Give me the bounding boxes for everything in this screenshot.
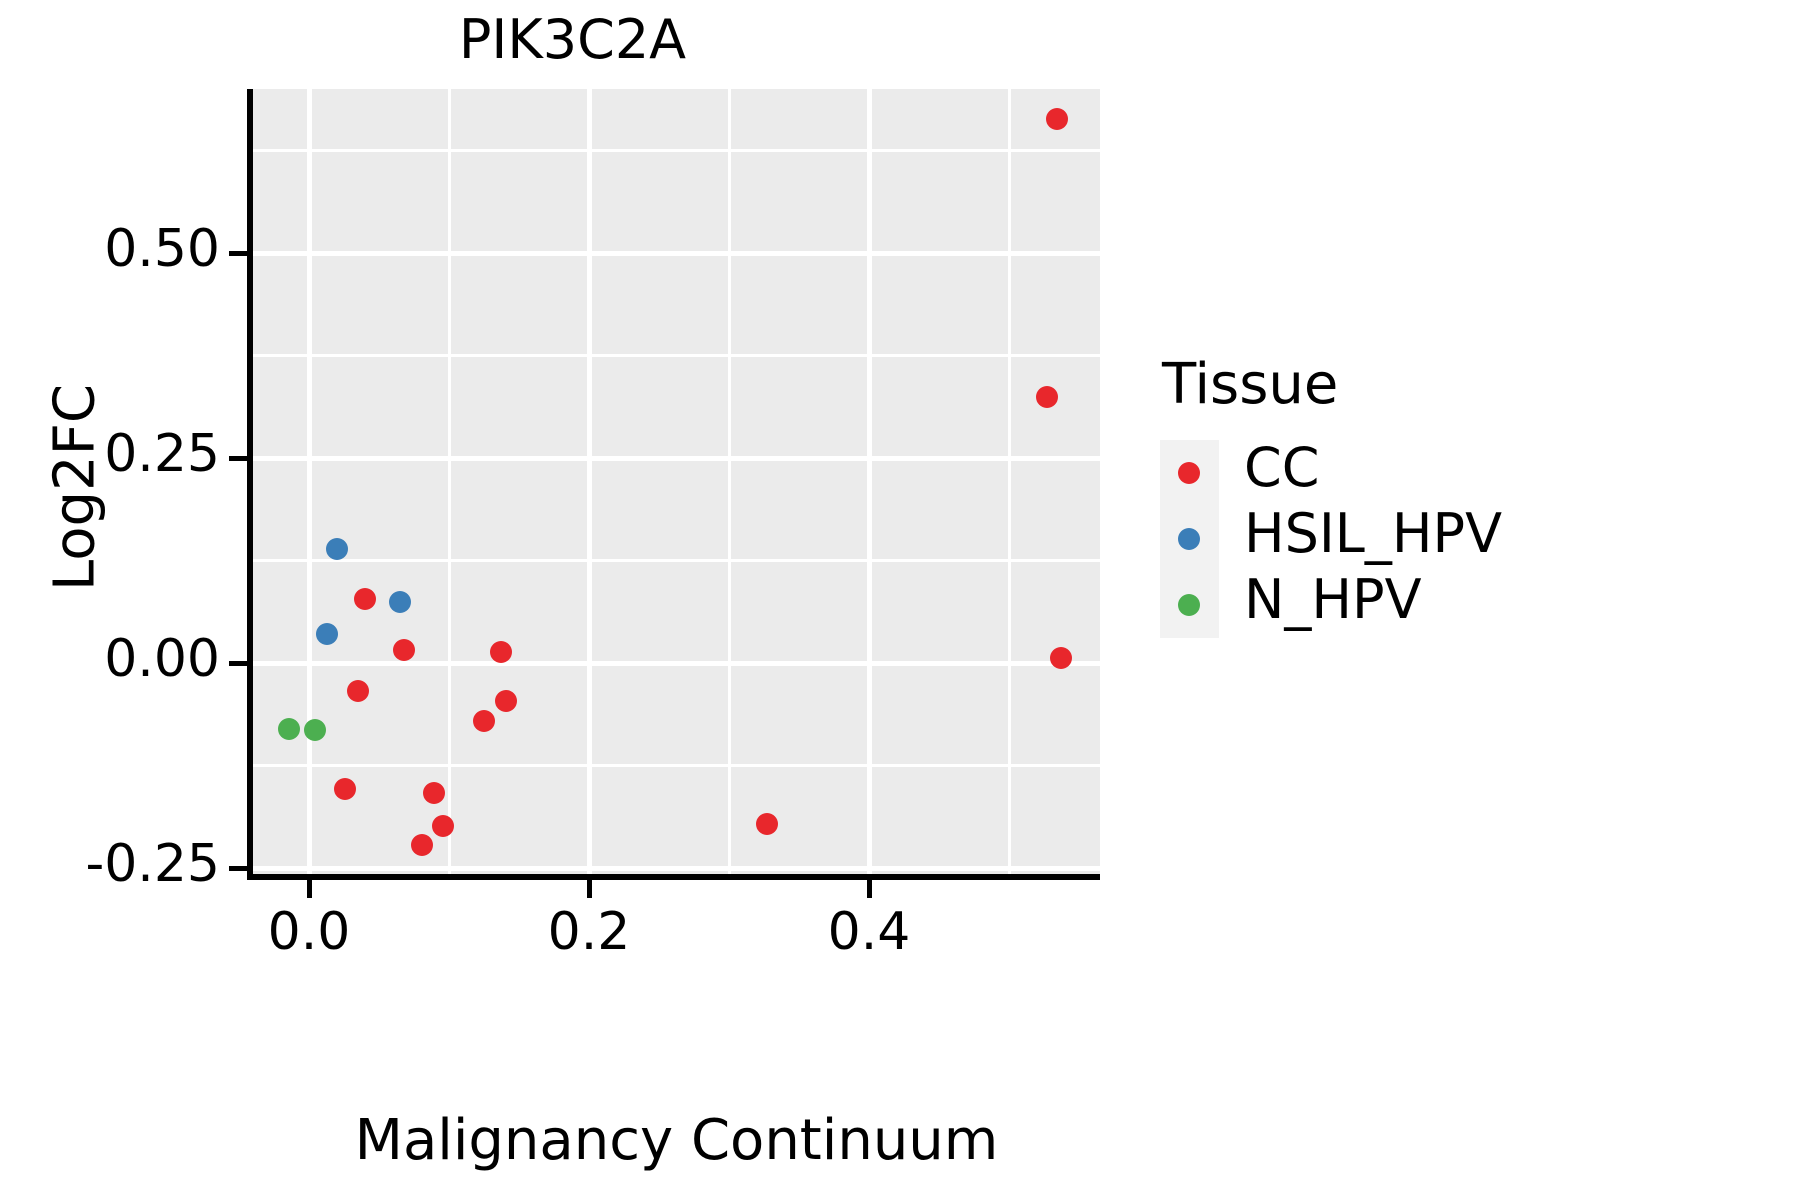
x-axis-line (247, 874, 1100, 880)
y-tick-mark (229, 250, 247, 256)
legend-label: N_HPV (1244, 568, 1422, 631)
data-point-hsil_hpv[interactable] (326, 538, 348, 561)
data-point-cc[interactable] (1045, 107, 1068, 130)
data-point-hsil_hpv[interactable] (389, 591, 411, 614)
data-point-cc[interactable] (473, 709, 495, 732)
data-point-n_hpv[interactable] (303, 718, 326, 741)
legend-marker-icon (1178, 462, 1200, 484)
y-axis-title: Log2FC (42, 384, 108, 591)
data-point-cc[interactable] (432, 815, 455, 838)
x-axis-title: Malignancy Continuum (354, 1108, 999, 1173)
gridline-minor-vertical (727, 89, 731, 878)
y-tick-mark (229, 865, 247, 871)
gridline-minor-vertical (1007, 89, 1011, 878)
gridline-minor-horizontal (253, 559, 1100, 563)
data-point-cc[interactable] (495, 689, 518, 712)
legend-marker-icon (1178, 528, 1200, 550)
page-title: PIK3C2A (458, 8, 687, 71)
x-tick-mark (866, 880, 872, 898)
y-tick-mark (229, 455, 247, 461)
gridline-major-horizontal (253, 865, 1100, 871)
data-point-cc[interactable] (354, 588, 376, 611)
x-tick-label: 0.0 (267, 902, 351, 962)
gridline-minor-vertical (447, 89, 451, 878)
plot-panel (253, 89, 1100, 878)
gridline-major-vertical (866, 89, 872, 878)
y-tick-label: 0.25 (104, 424, 220, 485)
y-axis-line (247, 89, 253, 880)
data-point-cc[interactable] (334, 778, 357, 801)
data-point-cc[interactable] (347, 680, 369, 702)
gridline-major-vertical (586, 89, 592, 878)
data-point-cc[interactable] (755, 812, 778, 835)
data-point-cc[interactable] (411, 834, 434, 857)
data-point-n_hpv[interactable] (278, 717, 301, 740)
gridline-major-horizontal (253, 455, 1100, 461)
legend-label: CC (1244, 436, 1320, 499)
data-point-cc[interactable] (489, 640, 512, 663)
legend-title: Tissue (1162, 352, 1339, 417)
gridline-minor-horizontal (253, 354, 1100, 358)
data-point-cc[interactable] (422, 781, 445, 804)
x-tick-label: 0.4 (827, 902, 911, 962)
x-tick-label: 0.2 (547, 902, 631, 962)
data-point-cc[interactable] (1035, 385, 1058, 408)
gridline-major-vertical (306, 89, 312, 878)
x-tick-mark (306, 880, 312, 898)
legend-key-background (1160, 506, 1219, 572)
data-point-cc[interactable] (393, 638, 416, 661)
y-tick-label: 0.00 (104, 629, 220, 690)
x-tick-mark (586, 880, 592, 898)
y-tick-label: 0.50 (104, 219, 220, 280)
legend-label: HSIL_HPV (1244, 502, 1503, 565)
y-tick-label: -0.25 (85, 834, 220, 895)
legend-marker-icon (1178, 594, 1200, 616)
legend-key-background (1160, 572, 1219, 638)
gridline-major-horizontal (253, 250, 1100, 256)
data-point-hsil_hpv[interactable] (316, 623, 339, 646)
data-point-cc[interactable] (1049, 647, 1072, 670)
legend-key-background (1160, 440, 1219, 506)
gridline-minor-horizontal (253, 764, 1100, 768)
y-tick-mark (229, 660, 247, 666)
gridline-minor-horizontal (253, 149, 1100, 152)
gridline-major-horizontal (253, 660, 1100, 666)
